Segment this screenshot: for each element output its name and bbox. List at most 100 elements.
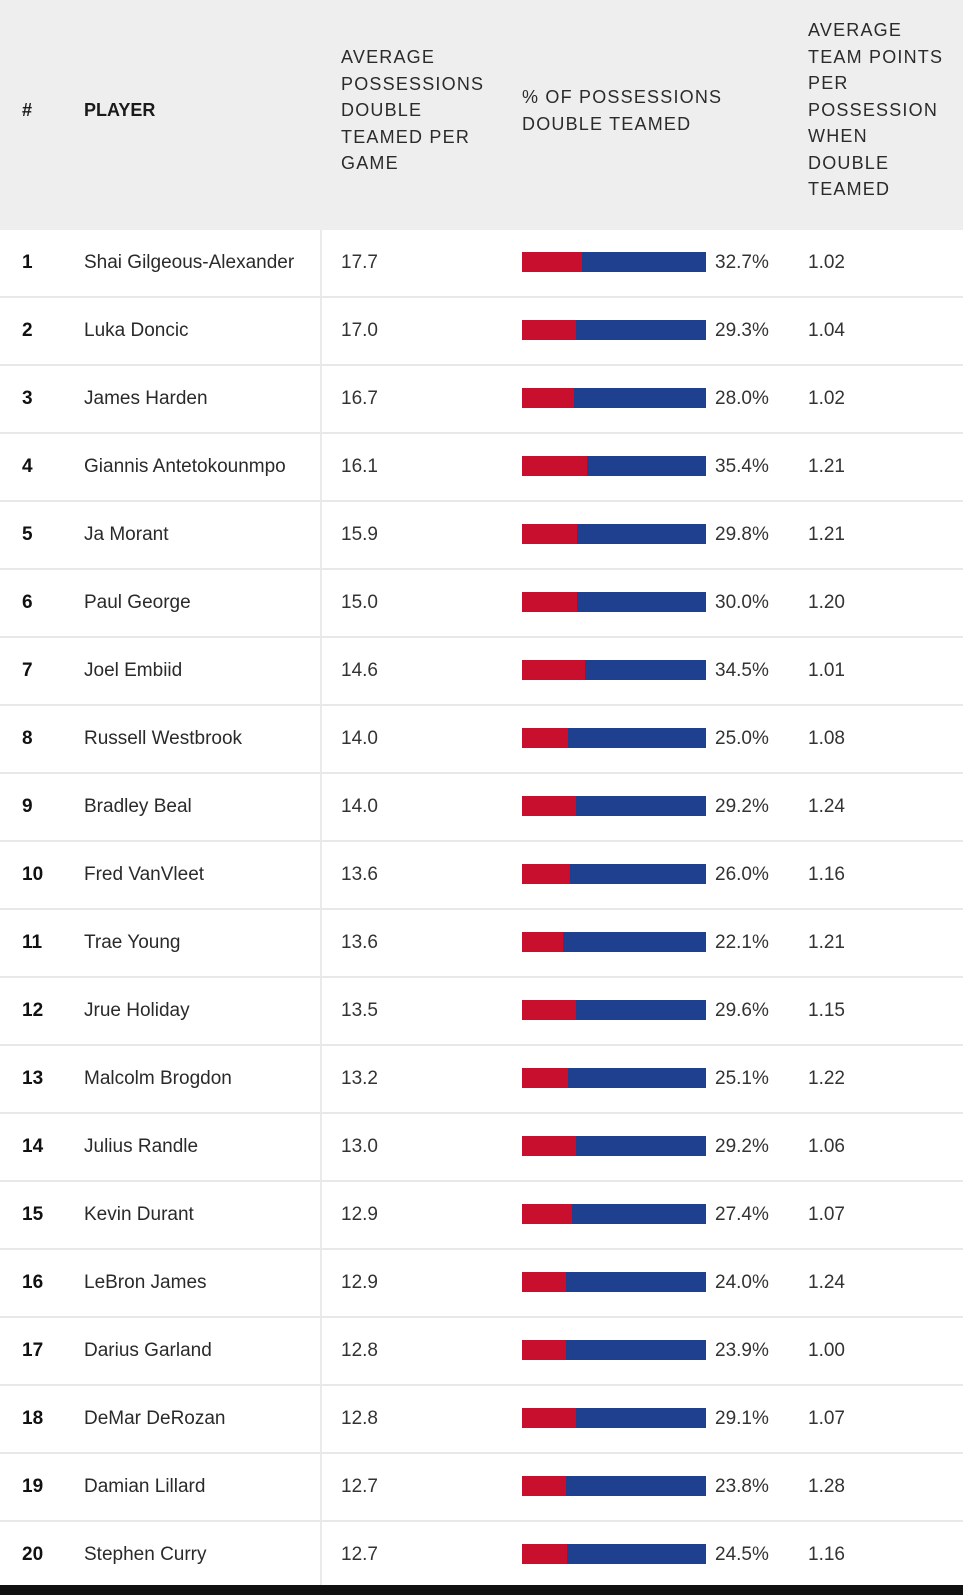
rank-cell: 12: [22, 1000, 44, 1021]
rank-cell: 7: [22, 660, 33, 681]
team-points-cell: 1.00: [808, 1340, 845, 1361]
pct-bar-track: [522, 388, 706, 408]
avg-possessions-cell: 12.8: [341, 1340, 378, 1361]
pct-label: 32.7%: [715, 252, 769, 273]
table-row: 7 Joel Embiid 14.6 34.5% 1.01: [0, 638, 963, 706]
avg-possessions-cell: 17.0: [341, 320, 378, 341]
team-points-cell: 1.21: [808, 524, 845, 545]
table-row: 2 Luka Doncic 17.0 29.3% 1.04: [0, 298, 963, 366]
header-avg-possessions: AVERAGE POSSESSIONS DOUBLE TEAMED PER GA…: [341, 47, 485, 173]
pct-label: 29.2%: [715, 796, 769, 817]
pct-bar-fill: [522, 1204, 573, 1224]
pct-bar-track: [522, 1340, 706, 1360]
pct-bar-track: [522, 320, 706, 340]
pct-label: 23.9%: [715, 1340, 769, 1361]
table-row: 9 Bradley Beal 14.0 29.2% 1.24: [0, 774, 963, 842]
pct-bar-fill: [522, 660, 586, 680]
avg-possessions-cell: 12.9: [341, 1204, 378, 1225]
pct-label: 24.0%: [715, 1272, 769, 1293]
player-name: Shai Gilgeous-Alexander: [84, 252, 295, 273]
rank-cell: 8: [22, 728, 33, 749]
pct-bar-fill: [522, 1544, 568, 1564]
table-row: 6 Paul George 15.0 30.0% 1.20: [0, 570, 963, 638]
player-name: Darius Garland: [84, 1340, 212, 1361]
team-points-cell: 1.01: [808, 660, 845, 681]
team-points-cell: 1.15: [808, 1000, 845, 1021]
rank-cell: 20: [22, 1544, 44, 1565]
pct-bar-track: [522, 728, 706, 748]
rank-cell: 5: [22, 524, 33, 545]
pct-bar-track: [522, 1204, 706, 1224]
team-points-cell: 1.28: [808, 1476, 845, 1497]
table-row: 20 Stephen Curry 12.7 24.5% 1.16: [0, 1522, 963, 1590]
team-points-cell: 1.08: [808, 728, 845, 749]
player-name: Luka Doncic: [84, 320, 189, 341]
player-name: Kevin Durant: [84, 1204, 194, 1225]
player-name: Russell Westbrook: [84, 728, 243, 749]
pct-label: 30.0%: [715, 592, 769, 613]
pct-label: 29.3%: [715, 320, 769, 341]
rank-cell: 3: [22, 388, 33, 409]
pct-label: 24.5%: [715, 1544, 769, 1565]
pct-label: 29.1%: [715, 1408, 769, 1429]
avg-possessions-cell: 15.9: [341, 524, 378, 545]
pct-bar-track: [522, 1136, 706, 1156]
team-points-cell: 1.24: [808, 1272, 845, 1293]
avg-possessions-cell: 13.0: [341, 1136, 378, 1157]
pct-bar-fill: [522, 592, 578, 612]
player-name: James Harden: [84, 388, 208, 409]
table-row: 8 Russell Westbrook 14.0 25.0% 1.08: [0, 706, 963, 774]
rank-cell: 4: [22, 456, 33, 477]
pct-bar-fill: [522, 524, 577, 544]
avg-possessions-cell: 12.8: [341, 1408, 378, 1429]
pct-bar-fill: [522, 1476, 566, 1496]
player-name: Damian Lillard: [84, 1476, 206, 1497]
rank-cell: 10: [22, 864, 44, 885]
table-row: 19 Damian Lillard 12.7 23.8% 1.28: [0, 1454, 963, 1522]
pct-bar-track: [522, 1476, 706, 1496]
pct-bar-track: [522, 1544, 706, 1564]
rank-cell: 6: [22, 592, 33, 613]
player-name: Bradley Beal: [84, 796, 192, 817]
team-points-cell: 1.21: [808, 456, 845, 477]
pct-label: 23.8%: [715, 1476, 769, 1497]
pct-bar-fill: [522, 1000, 577, 1020]
team-points-cell: 1.07: [808, 1204, 845, 1225]
table-row: 13 Malcolm Brogdon 13.2 25.1% 1.22: [0, 1046, 963, 1114]
table-row: 4 Giannis Antetokounmpo 16.1 35.4% 1.21: [0, 434, 963, 502]
avg-possessions-cell: 17.7: [341, 252, 378, 273]
table-row: 15 Kevin Durant 12.9 27.4% 1.07: [0, 1182, 963, 1250]
pct-bar-fill: [522, 1068, 569, 1088]
player-name: Stephen Curry: [84, 1544, 207, 1565]
player-name: Julius Randle: [84, 1136, 199, 1157]
bottom-edge: [0, 1585, 963, 1595]
header-pct-possessions: % OF POSSESSIONS DOUBLE TEAMED: [522, 87, 723, 134]
pct-label: 27.4%: [715, 1204, 769, 1225]
avg-possessions-cell: 15.0: [341, 592, 378, 613]
rank-cell: 17: [22, 1340, 44, 1361]
team-points-cell: 1.20: [808, 592, 845, 613]
table-row: 3 James Harden 16.7 28.0% 1.02: [0, 366, 963, 434]
team-points-cell: 1.07: [808, 1408, 845, 1429]
rank-cell: 19: [22, 1476, 44, 1497]
pct-label: 26.0%: [715, 864, 769, 885]
player-name: Ja Morant: [84, 524, 169, 545]
table-row: 11 Trae Young 13.6 22.1% 1.21: [0, 910, 963, 978]
pct-bar-track: [522, 1408, 706, 1428]
pct-bar-track: [522, 1068, 706, 1088]
pct-bar-track: [522, 932, 706, 952]
header-player: PLAYER: [84, 100, 156, 120]
player-name: DeMar DeRozan: [84, 1408, 226, 1429]
table-row: 5 Ja Morant 15.9 29.8% 1.21: [0, 502, 963, 570]
table-row: 12 Jrue Holiday 13.5 29.6% 1.15: [0, 978, 963, 1046]
pct-bar-fill: [522, 252, 583, 272]
avg-possessions-cell: 13.2: [341, 1068, 378, 1089]
avg-possessions-cell: 13.6: [341, 932, 378, 953]
pct-bar-track: [522, 1272, 706, 1292]
table-row: 14 Julius Randle 13.0 29.2% 1.06: [0, 1114, 963, 1182]
rank-cell: 18: [22, 1408, 44, 1429]
avg-possessions-cell: 16.7: [341, 388, 378, 409]
avg-possessions-cell: 13.6: [341, 864, 378, 885]
avg-possessions-cell: 16.1: [341, 456, 378, 477]
player-name: Trae Young: [84, 932, 181, 953]
